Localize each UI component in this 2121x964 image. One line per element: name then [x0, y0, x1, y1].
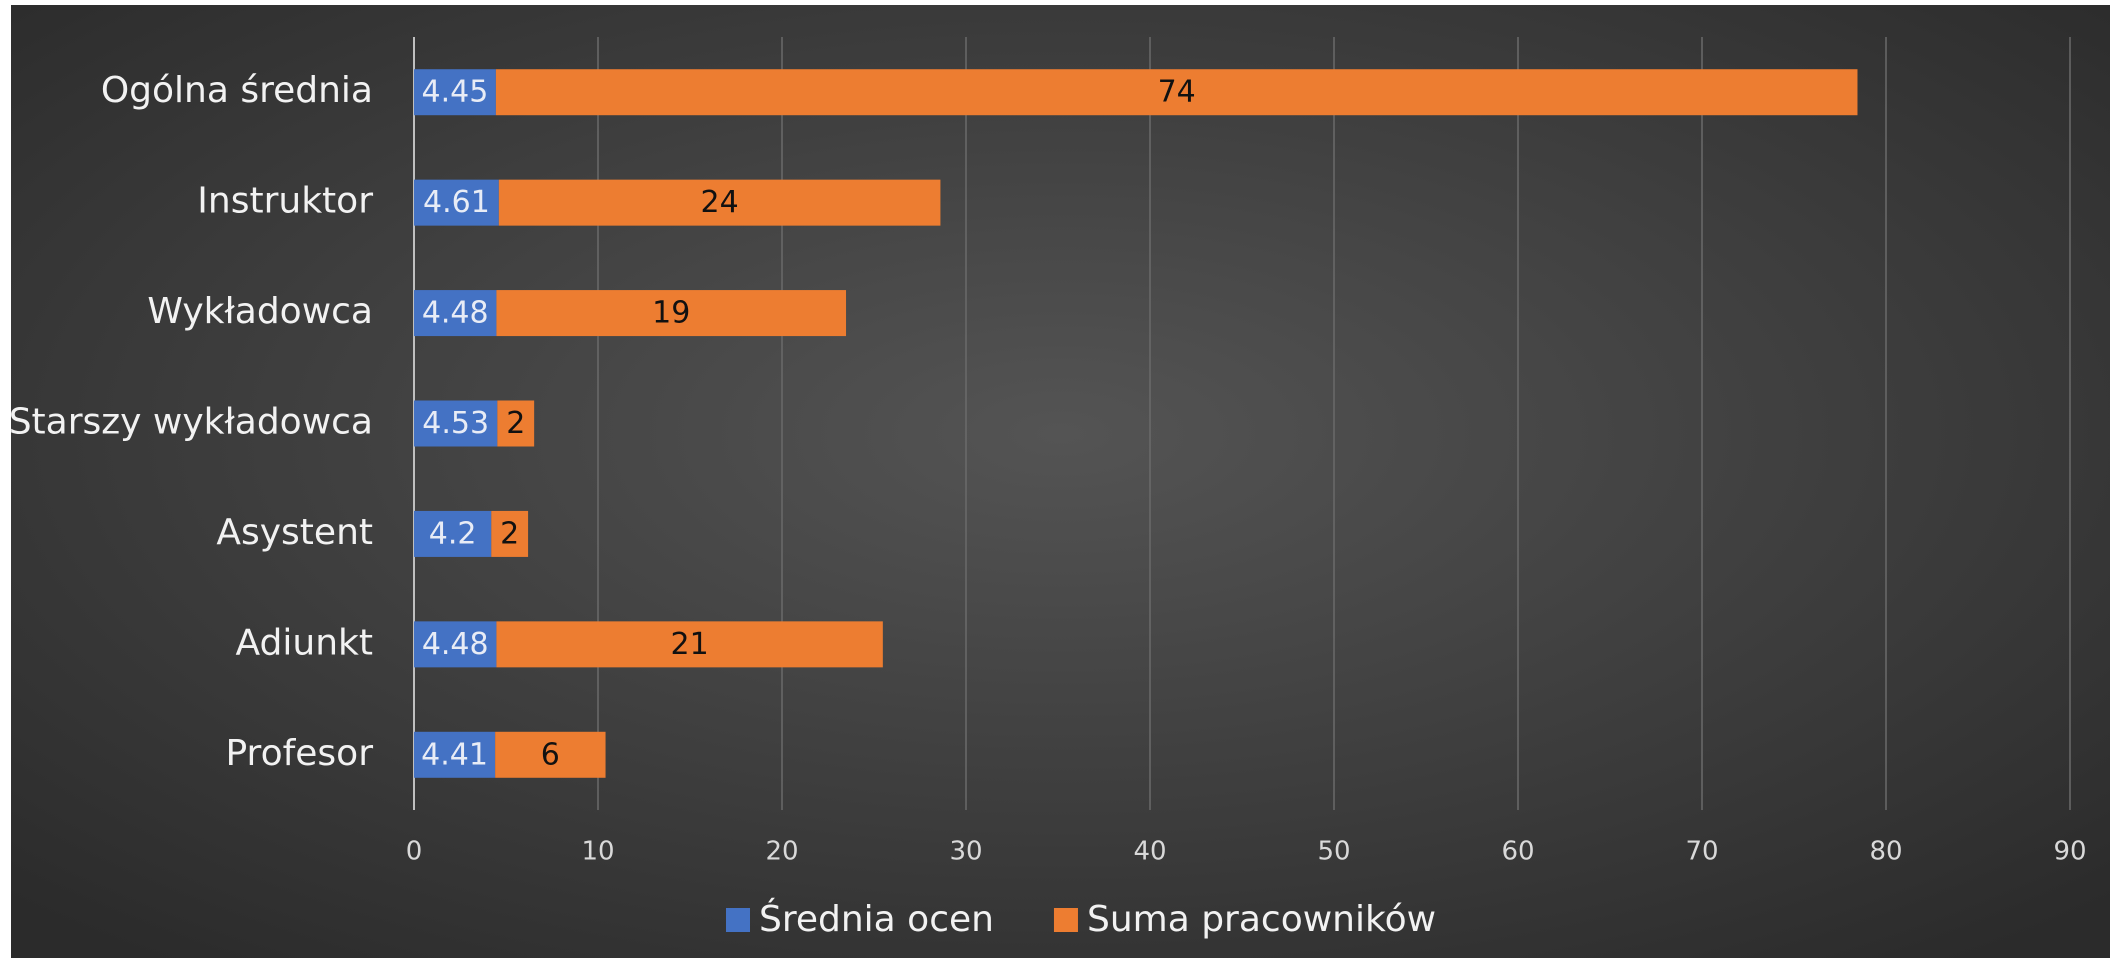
- bar: [496, 621, 883, 668]
- data-label: 74: [1158, 75, 1196, 110]
- bar: [414, 731, 496, 778]
- y-tick-label: Starszy wykładowca: [9, 402, 373, 443]
- chart-background: [11, 5, 2110, 958]
- data-label: 2: [506, 406, 525, 441]
- data-label: 4.61: [423, 185, 490, 220]
- data-label: 24: [701, 185, 739, 220]
- y-tick-label: Adiunkt: [236, 622, 373, 663]
- bar: [414, 510, 492, 557]
- data-label: 19: [652, 296, 690, 331]
- data-label: 4.41: [421, 737, 488, 772]
- data-label: 21: [671, 627, 709, 662]
- legend-swatch: [726, 908, 750, 932]
- y-tick-label: Ogólna średnia: [101, 70, 373, 111]
- bar: [414, 179, 499, 226]
- legend-label: Średnia ocen: [759, 898, 994, 940]
- x-tick-label: 20: [765, 837, 798, 867]
- bar: [414, 69, 496, 116]
- data-label: 2: [500, 516, 519, 551]
- legend-swatch: [1053, 908, 1078, 932]
- x-tick-label: 10: [581, 837, 614, 867]
- y-tick-label: Profesor: [225, 733, 373, 774]
- x-tick-label: 40: [1133, 837, 1166, 867]
- bar: [495, 731, 606, 778]
- y-tick-label: Instruktor: [197, 181, 373, 222]
- bar: [414, 400, 498, 447]
- data-label: 4.2: [429, 516, 477, 551]
- legend-label: Suma pracowników: [1087, 899, 1436, 940]
- x-tick-label: 90: [2053, 837, 2086, 867]
- y-tick-label: Wykładowca: [147, 291, 373, 332]
- x-tick-label: 70: [1685, 837, 1718, 867]
- y-tick-label: Asystent: [216, 512, 373, 553]
- bar: [496, 290, 847, 337]
- x-tick-label: 60: [1501, 837, 1534, 867]
- data-label: 4.53: [422, 406, 489, 441]
- bar: [495, 69, 1858, 116]
- bar: [414, 621, 497, 668]
- x-tick-label: 0: [406, 837, 423, 867]
- bar: [497, 400, 535, 447]
- data-label: 6: [541, 737, 560, 772]
- data-label: 4.48: [422, 627, 489, 662]
- bar: [414, 290, 497, 337]
- bar: [491, 510, 529, 557]
- x-tick-label: 80: [1869, 837, 1902, 867]
- x-tick-label: 30: [949, 837, 982, 867]
- x-tick-label: 50: [1317, 837, 1350, 867]
- data-label: 4.48: [422, 296, 489, 331]
- data-label: 4.45: [422, 75, 489, 110]
- bar: [498, 179, 941, 226]
